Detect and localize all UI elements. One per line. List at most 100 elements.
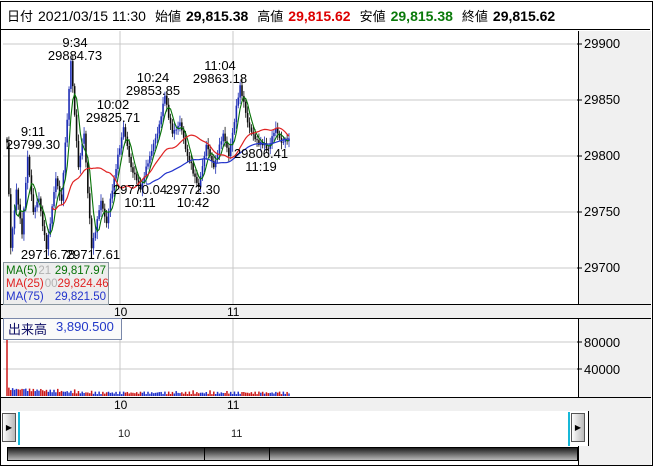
price-axis-label: 29850 [584, 92, 621, 107]
swing-high-annotation: 10:24 29853.85 [126, 71, 180, 97]
volume-bar [276, 392, 279, 396]
candle-body [284, 140, 287, 142]
candle-body [154, 138, 157, 144]
scrollbar-segment-divider[interactable] [269, 448, 270, 460]
candle-body [248, 122, 251, 128]
volume-bar [147, 391, 149, 396]
candle-body [246, 112, 249, 123]
candle-body [233, 122, 236, 133]
candle-body [261, 142, 264, 146]
volume-bar [83, 392, 85, 396]
volume-bar [284, 393, 286, 396]
ma25-legend-row: MA(25) 00 29,824.46 [6, 277, 109, 290]
volume-bar [273, 393, 275, 396]
candle-body [58, 186, 61, 195]
candle-body [100, 200, 102, 211]
candle-body [30, 175, 33, 195]
ma5-label: MA(5) [6, 264, 38, 277]
volume-bar [53, 389, 55, 396]
candle-body [173, 129, 176, 134]
time-axis-label: 10 [114, 398, 128, 412]
volume-bar [113, 393, 115, 396]
candle-body [15, 189, 18, 211]
volume-bar [271, 392, 273, 396]
main-chart-time-axis: 10 11 [1, 304, 651, 319]
volume-bar [117, 393, 119, 396]
volume-bar [70, 390, 72, 396]
candle-body [150, 150, 153, 156]
candle-body [70, 61, 72, 89]
candle-body [147, 163, 149, 167]
volume-bar [213, 391, 215, 396]
candle-body [226, 141, 228, 148]
scrollbar-corner-panel [578, 446, 651, 465]
scrollbar-segment-divider[interactable] [204, 448, 205, 460]
volume-legend: 出来高 3,890.500 [3, 318, 122, 340]
candle-body [53, 192, 55, 207]
candle-body [79, 155, 82, 168]
volume-bar [239, 393, 241, 396]
volume-bar [278, 391, 281, 396]
scroll-right-button[interactable]: ▶ [571, 413, 585, 442]
ma5-legend-row: MA(5) 21 29,817.97 [6, 264, 106, 277]
candle-body [51, 206, 53, 224]
volume-bar [102, 391, 104, 396]
volume-bar [10, 390, 12, 396]
candle-body [117, 154, 119, 169]
candle-body [77, 140, 80, 168]
volume-bar [280, 394, 283, 396]
candle-body [184, 137, 187, 149]
volume-bar [269, 392, 271, 396]
volume-bar [228, 393, 230, 396]
gridlines [3, 31, 578, 396]
navigator-left-range-handle[interactable] [18, 412, 20, 445]
candle-body [49, 223, 52, 235]
candle-body [103, 208, 106, 217]
annotation-time: 10:24 [136, 70, 170, 85]
candle-body [158, 124, 161, 134]
candle-body [26, 156, 29, 183]
annotation-price: 29853.85 [125, 83, 181, 98]
candle-body [260, 142, 262, 145]
candle-body [130, 156, 132, 168]
candle-body [190, 161, 193, 164]
candle-body [263, 143, 266, 146]
candle-body [38, 198, 40, 202]
volume-bar [258, 391, 260, 396]
volume-bar [156, 392, 159, 396]
candle-body [25, 182, 27, 209]
volume-bar [267, 393, 270, 396]
volume-bar [104, 393, 106, 396]
candle-body [62, 172, 65, 201]
date-value: 2021/03/15 11:30 [38, 7, 146, 24]
candle-body [34, 207, 36, 212]
candle-body [252, 131, 255, 135]
price-axis-label: 29900 [584, 36, 621, 51]
candle-body [235, 105, 238, 123]
volume-bar [122, 391, 125, 396]
volume-bar [233, 391, 236, 396]
volume-bar [181, 392, 183, 396]
volume-bar [222, 392, 224, 396]
candle-body [124, 127, 127, 137]
candle-body [169, 117, 172, 124]
scroll-left-button[interactable]: ▶ [2, 413, 16, 442]
volume-bar [158, 392, 161, 396]
candle-body [149, 156, 151, 164]
volume-bar [166, 394, 168, 396]
candle-body [81, 143, 83, 156]
volume-bar [51, 392, 53, 396]
navigator-right-range-handle[interactable] [568, 412, 570, 446]
volume-time-axis: 10 11 [1, 397, 651, 412]
high-label: 高値 [257, 9, 284, 24]
volume-bar [201, 392, 204, 396]
volume-bar [151, 392, 153, 396]
horizontal-scrollbar-thumb[interactable] [7, 447, 578, 461]
volume-bar [134, 393, 136, 396]
candle-body [288, 138, 290, 142]
candle-body [286, 140, 288, 142]
candle-body [278, 133, 281, 139]
volume-bar [235, 394, 238, 396]
candle-body [28, 156, 31, 176]
scrollbar-row [1, 446, 651, 464]
